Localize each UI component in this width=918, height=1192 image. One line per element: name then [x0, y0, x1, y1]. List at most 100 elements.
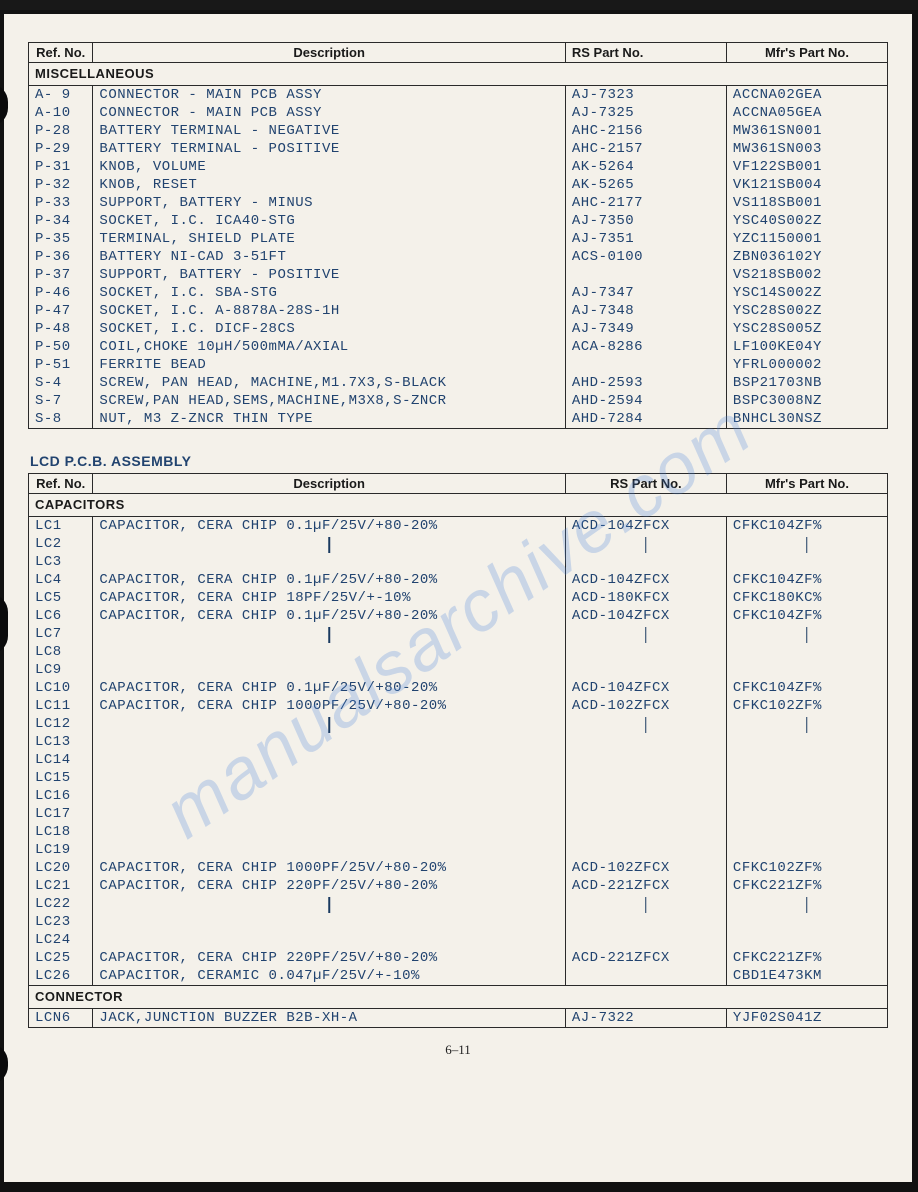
cell-ref: LC1 [29, 517, 93, 536]
table-row: S-4SCREW, PAN HEAD, MACHINE,M1.7X3,S-BLA… [29, 374, 888, 392]
table-row: LC25CAPACITOR, CERA CHIP 220PF/25V/+80-2… [29, 949, 888, 967]
cell-desc: JACK,JUNCTION BUZZER B2B-XH-A [93, 1009, 565, 1028]
cell-mfr [726, 931, 887, 949]
table-row: S-8NUT, M3 Z-ZNCR THIN TYPEAHD-7284BNHCL… [29, 410, 888, 429]
cell-mfr: MW361SN003 [726, 140, 887, 158]
table-row: LC13 [29, 733, 888, 751]
table-row: A- 9CONNECTOR - MAIN PCB ASSYAJ-7323ACCN… [29, 86, 888, 105]
cell-mfr: YSC40S002Z [726, 212, 887, 230]
ditto-arrow [645, 897, 647, 913]
cell-rs: ACD-104ZFCX [565, 679, 726, 697]
cell-mfr: ZBN036102Y [726, 248, 887, 266]
cell-mfr: CFKC104ZF% [726, 517, 887, 536]
cell-desc: CONNECTOR - MAIN PCB ASSY [93, 104, 565, 122]
ditto-arrow-segment [733, 895, 881, 913]
cell-desc [93, 769, 565, 787]
table-row: LC1CAPACITOR, CERA CHIP 0.1µF/25V/+80-20… [29, 517, 888, 536]
cell-rs [565, 553, 726, 571]
ditto-arrow-segment [99, 715, 558, 733]
cell-rs: AHD-2594 [565, 392, 726, 410]
cell-rs [565, 823, 726, 841]
cell-rs: AJ-7322 [565, 1009, 726, 1028]
cell-ref: S-8 [29, 410, 93, 429]
cell-rs [565, 769, 726, 787]
cell-desc [93, 553, 565, 571]
cell-ref: P-35 [29, 230, 93, 248]
cell-ref: LC3 [29, 553, 93, 571]
section-title: CAPACITORS [29, 494, 888, 517]
cell-desc: SOCKET, I.C. SBA-STG [93, 284, 565, 302]
cell-ref: P-32 [29, 176, 93, 194]
cell-desc [93, 625, 565, 643]
cell-mfr [726, 733, 887, 751]
cell-desc: CAPACITOR, CERA CHIP 220PF/25V/+80-20% [93, 949, 565, 967]
cell-mfr [726, 715, 887, 733]
table-row: LC17 [29, 805, 888, 823]
table-row: LC24 [29, 931, 888, 949]
cell-desc [93, 931, 565, 949]
cell-desc: BATTERY NI-CAD 3-51FT [93, 248, 565, 266]
table-row: LC7 [29, 625, 888, 643]
cell-desc: CAPACITOR, CERA CHIP 0.1µF/25V/+80-20% [93, 679, 565, 697]
col-rs: RS Part No. [565, 43, 726, 63]
cell-desc: SCREW, PAN HEAD, MACHINE,M1.7X3,S-BLACK [93, 374, 565, 392]
cell-desc [93, 823, 565, 841]
cell-rs [565, 805, 726, 823]
table-row: LC14 [29, 751, 888, 769]
cell-ref: S-4 [29, 374, 93, 392]
cell-desc: CAPACITOR, CERA CHIP 0.1µF/25V/+80-20% [93, 571, 565, 589]
cell-ref: LC6 [29, 607, 93, 625]
table-row: P-29BATTERY TERMINAL - POSITIVEAHC-2157M… [29, 140, 888, 158]
cell-ref: LC15 [29, 769, 93, 787]
cell-mfr [726, 913, 887, 931]
cell-mfr: BSP21703NB [726, 374, 887, 392]
table-row: LC15 [29, 769, 888, 787]
cell-rs: AJ-7323 [565, 86, 726, 105]
cell-ref: P-51 [29, 356, 93, 374]
cell-mfr: CFKC102ZF% [726, 697, 887, 715]
cell-desc: KNOB, VOLUME [93, 158, 565, 176]
ditto-arrow-segment [99, 625, 558, 643]
ditto-arrow [645, 537, 647, 553]
cell-rs: ACD-104ZFCX [565, 607, 726, 625]
ditto-arrow [806, 717, 808, 733]
cell-desc: KNOB, RESET [93, 176, 565, 194]
cell-mfr: VF122SB001 [726, 158, 887, 176]
table-row: P-31KNOB, VOLUMEAK-5264VF122SB001 [29, 158, 888, 176]
cell-rs: AHC-2157 [565, 140, 726, 158]
table-row: P-34SOCKET, I.C. ICA40-STGAJ-7350YSC40S0… [29, 212, 888, 230]
cell-ref: LC7 [29, 625, 93, 643]
cell-mfr [726, 895, 887, 913]
cell-desc: CAPACITOR, CERA CHIP 1000PF/25V/+80-20% [93, 697, 565, 715]
ditto-arrow [328, 537, 330, 553]
assembly-title: LCD P.C.B. ASSEMBLY [30, 453, 888, 469]
table-row: LC5CAPACITOR, CERA CHIP 18PF/25V/+-10%AC… [29, 589, 888, 607]
cell-mfr [726, 787, 887, 805]
cell-desc [93, 805, 565, 823]
cell-ref: LC16 [29, 787, 93, 805]
col-ref: Ref. No. [29, 474, 93, 494]
cell-ref: LC19 [29, 841, 93, 859]
cell-rs: AK-5264 [565, 158, 726, 176]
cell-desc: COIL,CHOKE 10µH/500mMA/AXIAL [93, 338, 565, 356]
cell-desc [93, 643, 565, 661]
cell-rs: AHC-2177 [565, 194, 726, 212]
cell-desc: CAPACITOR, CERAMIC 0.047µF/25V/+-10% [93, 967, 565, 986]
cell-mfr [726, 535, 887, 553]
cell-ref: P-47 [29, 302, 93, 320]
cell-desc: BATTERY TERMINAL - NEGATIVE [93, 122, 565, 140]
page-number: 6–11 [28, 1042, 888, 1058]
cell-desc: CAPACITOR, CERA CHIP 1000PF/25V/+80-20% [93, 859, 565, 877]
table-row: LC20CAPACITOR, CERA CHIP 1000PF/25V/+80-… [29, 859, 888, 877]
cell-desc [93, 733, 565, 751]
cell-rs: ACS-0100 [565, 248, 726, 266]
cell-rs: ACD-221ZFCX [565, 949, 726, 967]
cell-desc: SOCKET, I.C. A-8878A-28S-1H [93, 302, 565, 320]
table-row: LC21CAPACITOR, CERA CHIP 220PF/25V/+80-2… [29, 877, 888, 895]
table-row: LC6CAPACITOR, CERA CHIP 0.1µF/25V/+80-20… [29, 607, 888, 625]
table-header-row: Ref. No. Description RS Part No. Mfr's P… [29, 43, 888, 63]
cell-mfr: CFKC180KC% [726, 589, 887, 607]
ditto-arrow [328, 897, 330, 913]
cell-ref: P-37 [29, 266, 93, 284]
cell-mfr: ACCNA02GEA [726, 86, 887, 105]
